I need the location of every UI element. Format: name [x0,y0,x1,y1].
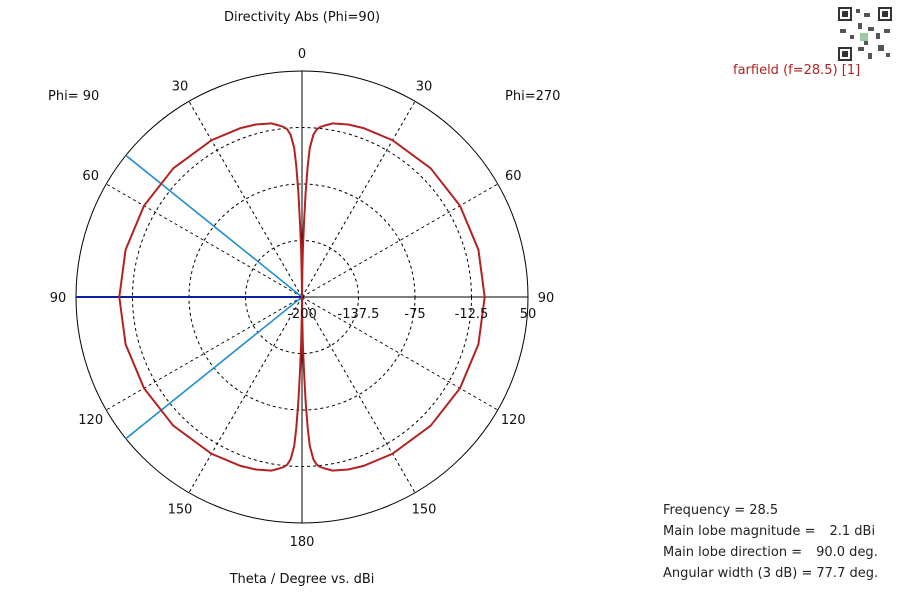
series-line-right [301,122,486,472]
angle-tick-label: 120 [501,413,526,428]
angle-tick-label: 30 [172,80,189,95]
frequency-value: 28.5 [749,503,779,518]
angle-spoke [188,101,303,298]
angle-spoke [301,296,416,493]
chart-title: Directivity Abs (Phi=90) [224,10,380,25]
magnitude-row: Main lobe magnitude = 2.1 dBi [663,521,898,542]
tick-labels: 0 30 60 90 120 150 180 30 60 90 120 150 -200 -137.5 -7… [50,47,555,550]
angle-tick-label: 150 [412,502,437,517]
angle-tick-label: 60 [505,169,522,184]
info-panel: Frequency = 28.5 Main lobe magnitude = 2.1… [663,500,898,584]
angle-spoke [301,296,498,411]
beamwidth-line [125,296,303,440]
radial-tick-label: -12.5 [455,307,489,322]
angular-label: Angular width (3 dB) = [663,566,813,581]
angular-row: Angular width (3 dB) = 77.7 deg. [663,563,898,584]
direction-label: Main lobe direction = [663,545,803,560]
angle-tick-label: 180 [290,535,315,550]
x-axis-label: Theta / Degree vs. dBi [229,572,375,587]
angle-spoke [106,183,303,298]
angle-tick-label: 30 [416,80,433,95]
magnitude-label: Main lobe magnitude = [663,524,816,539]
legend-entry: farfield (f=28.5) [1] [733,63,861,78]
angle-spoke [301,101,416,298]
frequency-row: Frequency = 28.5 [663,500,898,521]
beamwidth-lines [76,154,303,440]
magnitude-value: 2.1 dBi [829,524,876,539]
angle-tick-label: 120 [78,413,103,428]
direction-value: 90.0 deg. [816,545,878,560]
phi-right-label: Phi=270 [505,89,560,104]
phi-left-label: Phi= 90 [48,89,99,104]
pattern-series [118,122,486,472]
direction-row: Main lobe direction = 90.0 deg. [663,542,898,563]
angle-tick-label: 60 [82,169,99,184]
angle-tick-label: 90 [538,291,555,306]
angle-tick-label: 90 [50,291,67,306]
angle-tick-label: 0 [298,47,306,62]
radial-tick-label: -75 [404,307,425,322]
angle-tick-label: 150 [168,502,193,517]
beamwidth-line [125,154,303,298]
radial-tick-label: 50 [520,307,537,322]
qr-code-icon [836,5,894,63]
radial-tick-label: -137.5 [338,307,380,322]
angle-spoke [188,296,303,493]
radial-tick-label: -200 [287,307,317,322]
angle-spoke [301,183,498,298]
frequency-label: Frequency = [663,503,746,518]
series-line-left [118,122,303,472]
angular-value: 77.7 deg. [816,566,879,581]
angle-spoke [106,296,303,411]
